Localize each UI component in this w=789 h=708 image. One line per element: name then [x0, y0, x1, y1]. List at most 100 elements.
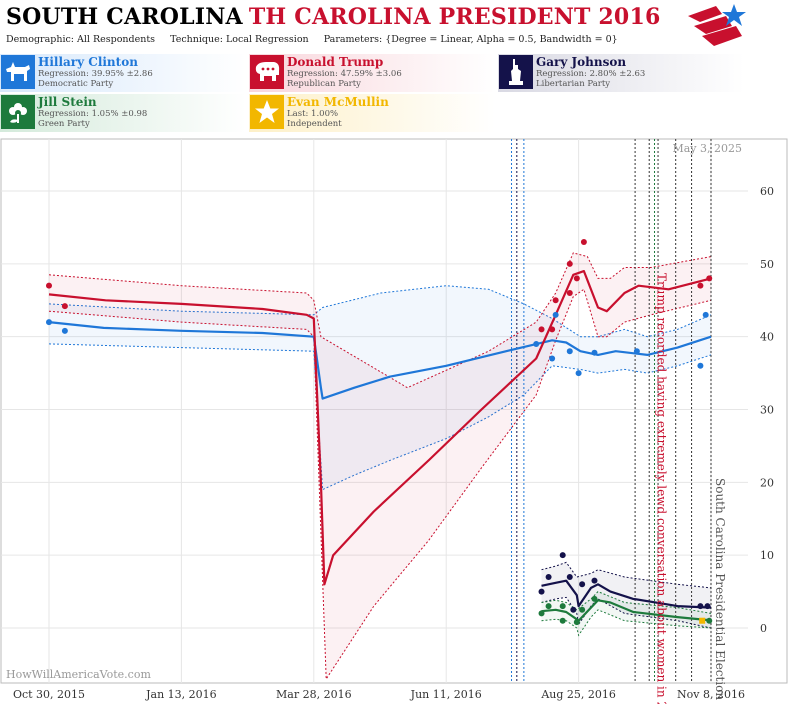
demographic-label: Demographic:	[6, 34, 75, 45]
hillary-clinton-poll-point	[591, 349, 598, 356]
candidate-party: Independent	[287, 119, 342, 129]
jill-stein-poll-point	[538, 610, 545, 617]
election-annotation: South Carolina Presidential Election	[713, 478, 727, 700]
site-logo-icon	[688, 4, 746, 46]
gary-johnson-poll-point	[579, 581, 586, 588]
hillary-clinton-upper-bound	[48, 285, 712, 338]
y-tick-label: 60	[760, 185, 774, 198]
hillary-clinton-poll-point	[549, 355, 556, 362]
candidate-card-mcmullin: Evan McMullin Last: 1.00% Independent	[249, 94, 495, 132]
x-tick-label: Nov 8, 2016	[677, 688, 745, 701]
poll-chart: 0 10 20 30 40 50 60 Oct 30, 2015 Jan 13, 2016 Mar…	[0, 138, 789, 708]
parameters-label: Parameters:	[323, 34, 383, 45]
candidate-card-johnson: Gary Johnson Regression: 2.80% ±2.63 Lib…	[498, 54, 744, 92]
gary-johnson-poll-point	[538, 588, 545, 595]
candidate-name: Hillary Clinton	[38, 55, 138, 69]
hillary-clinton-poll-point	[533, 340, 540, 347]
gary-johnson-poll-point	[591, 577, 598, 584]
donkey-icon	[1, 55, 35, 89]
demographic-value: All Respondents	[77, 34, 156, 45]
donald-trump-poll-point	[549, 326, 556, 333]
donald-trump-upper-bound	[48, 252, 712, 389]
hillary-clinton-lower-bound	[48, 343, 712, 491]
donald-trump-poll-point	[538, 326, 545, 333]
candidate-regression: Regression: 47.59% ±3.06	[287, 69, 402, 79]
gary-johnson-poll-point	[566, 574, 573, 581]
jill-stein-poll-point	[559, 617, 566, 624]
x-tick-label: Oct 30, 2015	[13, 688, 85, 701]
technique-value: Local Regression	[225, 34, 309, 45]
evan-mcmullin-poll-point	[699, 617, 706, 624]
candidate-party: Libertarian Party	[536, 79, 611, 89]
y-tick-label: 50	[760, 258, 774, 271]
candidate-regression: Regression: 2.80% ±2.63	[536, 69, 646, 79]
gary-johnson-poll-point	[697, 603, 704, 610]
candidate-name: Evan McMullin	[287, 95, 389, 109]
x-tick-label: Jan 13, 2016	[145, 688, 217, 701]
hillary-clinton-poll-point	[566, 348, 573, 355]
event-annotation: Trump recorded having extremely lewd con…	[655, 273, 669, 704]
candidate-card-trump: Donald Trump Regression: 47.59% ±3.06 Re…	[249, 54, 495, 92]
candidate-name: Jill Stein	[38, 95, 97, 109]
hillary-clinton-poll-point	[697, 362, 704, 369]
candidate-party: Republican Party	[287, 79, 361, 89]
poll-chart-svg: 0 10 20 30 40 50 60 Oct 30, 2015 Jan 13, 2016 Mar…	[0, 138, 788, 708]
jill-stein-poll-point	[579, 606, 586, 613]
gary-johnson-lower-bound	[541, 596, 712, 629]
page-title: SOUTH CAROLINA TH CAROLINA PRESIDENT 2016	[6, 4, 660, 30]
jill-stein-poll-point	[545, 603, 552, 610]
donald-trump-poll-point	[46, 282, 52, 289]
watermark: HowWillAmericaVote.com	[6, 668, 151, 681]
jill-stein-poll-point	[591, 595, 598, 602]
jill-stein-lower-bound	[541, 609, 712, 637]
gary-johnson-poll-point	[570, 606, 577, 613]
hillary-clinton-poll-point	[633, 348, 640, 355]
donald-trump-lower-bound	[48, 288, 712, 681]
candidate-regression: Regression: 39.95% ±2.86	[38, 69, 153, 79]
donald-trump-confidence-band	[49, 252, 711, 679]
donald-trump-poll-point	[566, 260, 573, 267]
state-title: SOUTH CAROLINA	[6, 4, 243, 30]
donald-trump-poll-point	[552, 297, 559, 304]
race-title: TH CAROLINA PRESIDENT 2016	[248, 4, 661, 30]
gary-johnson-poll-point	[704, 603, 711, 610]
hillary-clinton-poll-point	[61, 327, 68, 334]
y-tick-label: 0	[760, 622, 767, 635]
y-tick-label: 30	[760, 404, 774, 417]
flower-icon	[1, 95, 35, 129]
donald-trump-poll-point	[566, 289, 573, 296]
jill-stein-upper-bound	[541, 591, 712, 614]
star-icon	[250, 95, 284, 129]
parameters-value: {Degree = Linear, Alpha = 0.5, Bandwidth…	[385, 34, 618, 45]
technique-label: Technique:	[170, 34, 223, 45]
jill-stein-poll-point	[706, 617, 713, 624]
candidate-card-clinton: Hillary Clinton Regression: 39.95% ±2.86…	[0, 54, 246, 92]
jill-stein-confidence-band	[541, 591, 711, 636]
x-tick-label: Mar 28, 2016	[276, 688, 352, 701]
hillary-clinton-poll-point	[46, 319, 52, 326]
date-label: May 3, 2025	[672, 142, 742, 155]
y-tick-label: 20	[760, 476, 774, 489]
donald-trump-trend-line	[48, 270, 712, 586]
donald-trump-poll-point	[573, 275, 580, 282]
x-tick-label: Jun 11, 2016	[410, 688, 482, 701]
hillary-clinton-poll-point	[552, 311, 559, 318]
candidate-card-stein: Jill Stein Regression: 1.05% ±0.98 Green…	[0, 94, 246, 132]
gary-johnson-trend-line	[541, 579, 712, 609]
donald-trump-poll-point	[706, 275, 713, 282]
donald-trump-poll-point	[580, 238, 587, 245]
y-tick-label: 10	[760, 549, 774, 562]
candidate-name: Gary Johnson	[536, 55, 627, 69]
gary-johnson-poll-point	[559, 552, 566, 559]
jill-stein-trend-line	[541, 599, 712, 622]
candidate-regression: Regression: 1.05% ±0.98	[38, 109, 148, 119]
hillary-clinton-trend-line	[48, 321, 712, 400]
candidate-party: Democratic Party	[38, 79, 114, 89]
candidate-party: Green Party	[38, 119, 90, 129]
hillary-clinton-poll-point	[702, 311, 709, 318]
y-tick-label: 40	[760, 331, 774, 344]
x-tick-label: Aug 25, 2016	[540, 688, 616, 701]
elephant-icon	[250, 55, 284, 89]
gary-johnson-poll-point	[545, 574, 552, 581]
hillary-clinton-poll-point	[575, 370, 582, 377]
